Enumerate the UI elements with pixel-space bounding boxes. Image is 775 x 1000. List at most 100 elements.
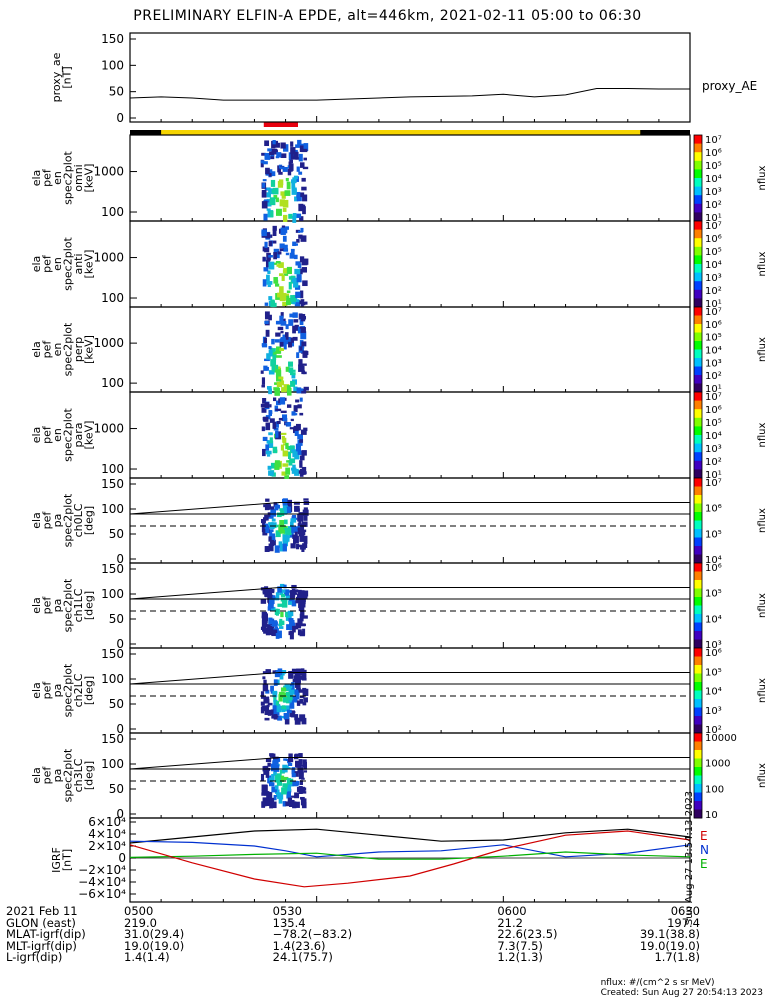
spec-pixel: [298, 762, 302, 767]
spec-pixel: [264, 717, 270, 721]
spec-pixel: [273, 764, 280, 772]
spec-pixel: [267, 270, 271, 274]
spec-pixel: [302, 759, 307, 764]
spec-pixel: [285, 252, 289, 256]
spec-pixel: [277, 792, 283, 799]
cbar-segment: [694, 203, 702, 213]
spec-pixel: [283, 584, 287, 589]
spec-pixel: [303, 507, 308, 512]
cbar-tick: 10⁴: [705, 614, 722, 625]
cbar-segment: [694, 409, 702, 419]
spec-pixel: [274, 626, 279, 632]
spec-pixel: [291, 588, 296, 597]
spec-pixel: [280, 687, 287, 692]
spec-pixel: [262, 676, 266, 680]
spec-pixel: [299, 455, 305, 461]
spec-pixel: [275, 632, 280, 639]
spec-pixel: [283, 589, 290, 596]
spec-pixel: [301, 301, 308, 305]
spec-pixel: [279, 380, 285, 386]
spec-pixel: [296, 687, 301, 693]
spec-pixel: [302, 623, 306, 626]
spec-pixel: [290, 295, 297, 302]
spec-pixel: [274, 504, 281, 509]
spec-pixel: [264, 311, 270, 320]
spec-pixel: [270, 625, 275, 632]
spec-pixel: [277, 668, 283, 675]
spec-pixel: [276, 462, 281, 468]
spec-pixel: [300, 590, 305, 597]
spec-pixel: [281, 414, 288, 422]
cbar-segment: [694, 724, 702, 734]
spec-pixel: [302, 166, 309, 170]
cbar-segment: [694, 580, 702, 589]
spec-pixel: [276, 705, 282, 713]
cbar-segment: [694, 178, 702, 188]
cbar-tick: 10¹: [705, 213, 722, 224]
spec-pixel: [269, 531, 273, 539]
spec-pixel: [303, 498, 309, 501]
spec-pixel: [298, 597, 304, 605]
spec-pixel: [262, 797, 269, 805]
cbar-tick: 10⁶: [705, 405, 722, 416]
spec-pixel: [275, 408, 282, 412]
ylabel-line: IGRF: [50, 847, 63, 873]
spec-pixel: [273, 262, 278, 265]
spec-pixel: [282, 783, 288, 788]
ytick-label: 100: [101, 58, 124, 72]
cbar-segment: [694, 801, 702, 810]
ylabel-line: spec2plot: [62, 151, 75, 205]
spec-pixel: [297, 434, 303, 440]
spec-pixel: [275, 261, 281, 264]
spec-pixel: [261, 789, 266, 795]
spec-pixel: [282, 301, 288, 307]
cbar-segment: [694, 520, 702, 530]
ytick-label: 50: [109, 527, 124, 541]
spec-pixel: [268, 598, 275, 605]
ylabel-line: pef: [41, 766, 54, 785]
spec-pixel: [294, 526, 301, 533]
spec-pixel: [282, 536, 287, 542]
spec-pixel: [287, 168, 292, 176]
spec-pixel: [285, 467, 291, 475]
spec-pixel: [290, 248, 295, 256]
cbar-segment: [694, 690, 702, 700]
ytick-label: 50: [109, 697, 124, 711]
spec-pixel: [267, 512, 271, 517]
spec-pixel: [285, 691, 290, 696]
spec-pixel: [296, 239, 300, 243]
spec-pixel: [291, 767, 296, 775]
cbar-segment: [694, 400, 702, 410]
ytick-label: 100: [101, 587, 124, 601]
spec-pixel: [298, 171, 303, 175]
spec-pixel: [297, 527, 304, 535]
spec-pixel: [282, 699, 289, 703]
spec-pixel: [264, 706, 269, 715]
spec-pixel: [264, 152, 271, 160]
spec-pixel: [290, 689, 297, 695]
spec-pixel: [289, 427, 296, 430]
ylabel-line: [nT]: [61, 66, 74, 88]
spec-pixel: [299, 439, 304, 443]
spec-pixel: [292, 625, 296, 633]
cbar-frame: [693, 732, 703, 819]
ytick-label: 100: [101, 291, 124, 305]
ylabel-line: [keV]: [83, 335, 96, 364]
spec-pixel: [279, 315, 284, 323]
spec-pixel: [268, 523, 273, 527]
energy-spectrogram-3: [260, 311, 309, 396]
spec-pixel: [292, 451, 298, 458]
cbar-tick: 10⁶: [705, 320, 722, 331]
cbar-segment: [694, 469, 702, 479]
spec-pixel: [282, 801, 287, 807]
spec-pixel: [291, 526, 296, 533]
spec-pixel: [279, 341, 284, 347]
cbar-segment: [694, 673, 702, 683]
spec-pixel: [292, 325, 296, 334]
proxy-ae-legend: proxy_AE: [702, 79, 757, 93]
spec-pixel: [276, 420, 281, 425]
cbar-segment: [694, 460, 702, 470]
ytick-label: −6×10⁴: [78, 887, 126, 901]
